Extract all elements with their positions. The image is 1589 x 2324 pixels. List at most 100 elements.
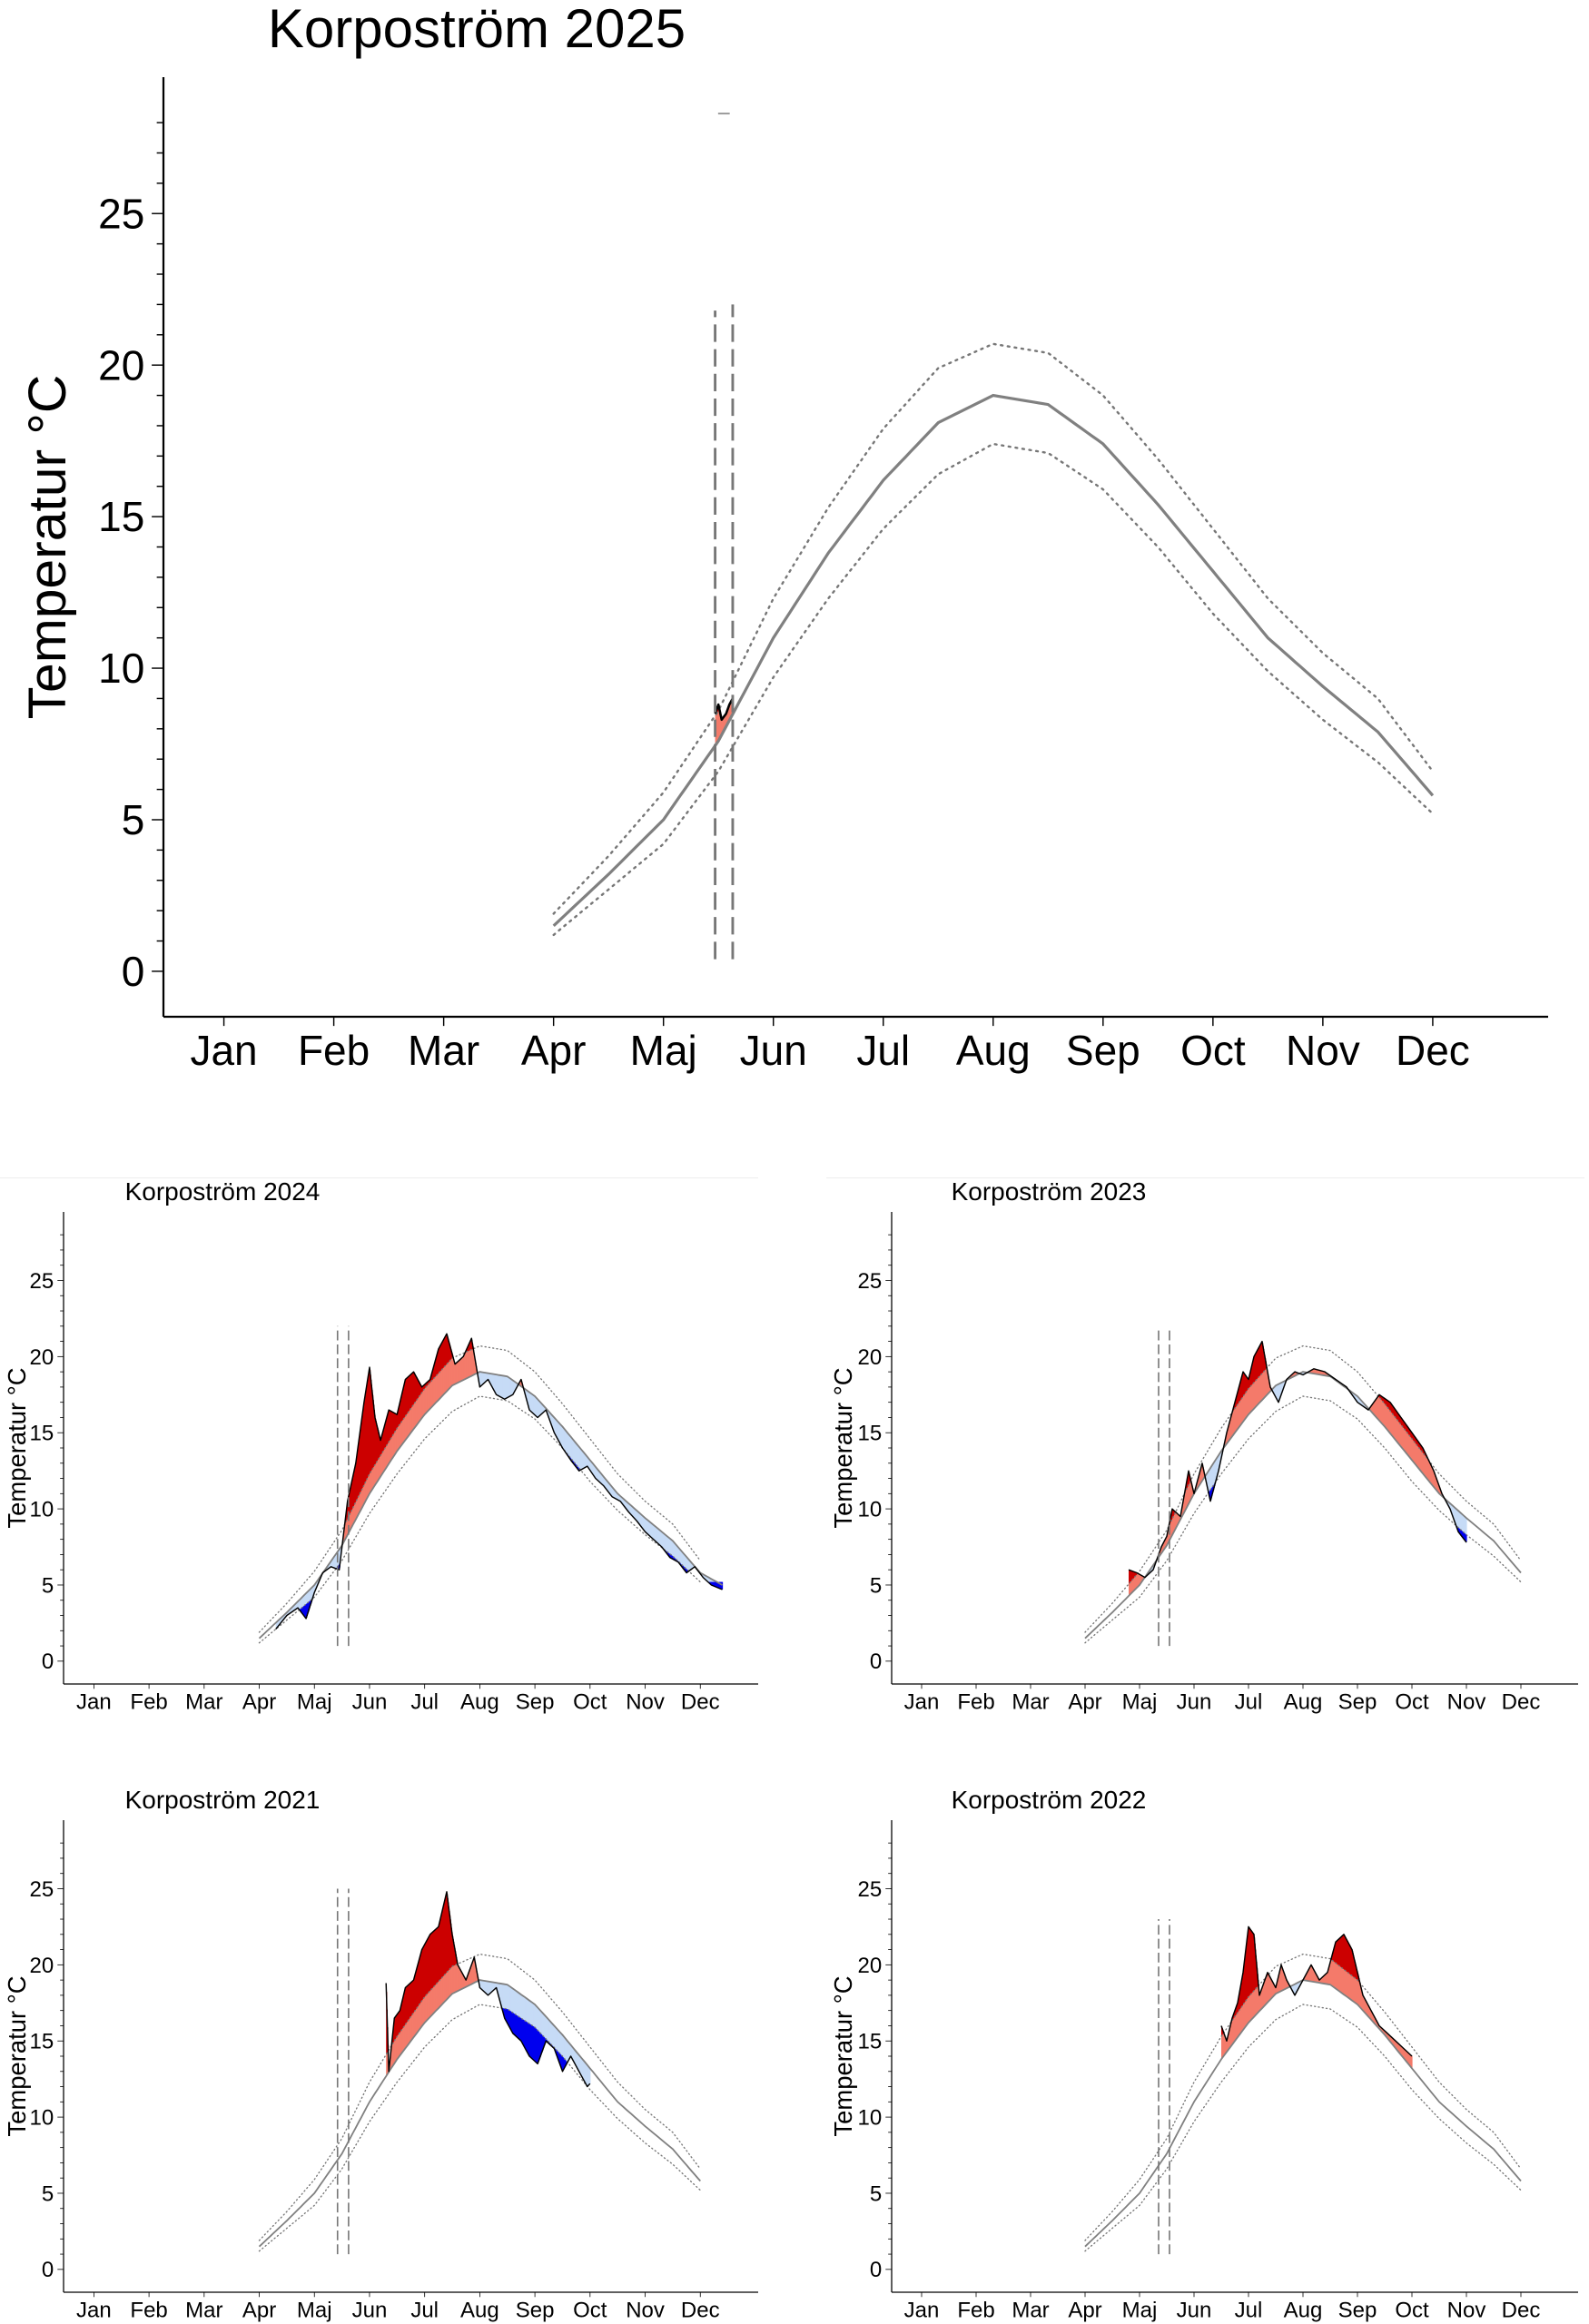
y-tick-label: 15	[29, 1422, 54, 1446]
climate-mean-line	[552, 393, 1435, 927]
lower-band-line	[258, 1395, 701, 1644]
y-tick-label: 10	[857, 1497, 882, 1521]
y-tick-label: 5	[870, 1573, 882, 1598]
y-tick-label: 10	[98, 645, 144, 692]
x-tick-label: Feb	[130, 2299, 167, 2323]
x-tick-label: Apr	[1068, 2299, 1101, 2323]
x-tick-label: Jul	[1235, 1690, 1263, 1715]
chart-title: Korpoström 2025	[268, 0, 686, 59]
x-tick-label: Sep	[1066, 1027, 1140, 1074]
anomaly-fills	[386, 1893, 591, 2087]
panel-divider-left	[0, 1177, 758, 1178]
x-tick-label: Mar	[408, 1027, 479, 1074]
x-tick-label: Maj	[297, 1690, 332, 1715]
x-tick-label: Nov	[626, 1690, 665, 1715]
x-tick-label: Jun	[352, 2299, 388, 2323]
anomaly-fills	[1129, 1342, 1467, 1596]
upper-band-line	[258, 1344, 701, 1633]
x-tick-label: Nov	[1447, 2299, 1486, 2323]
lower-band-line	[552, 442, 1435, 937]
chart-title: Korpoström 2022	[952, 1786, 1147, 1814]
y-tick-label: 10	[857, 2105, 882, 2130]
y-axis-label: Temperatur °C	[829, 1975, 857, 2136]
y-tick-label: 5	[42, 1573, 54, 1598]
x-tick-label: Jun	[740, 1027, 807, 1074]
x-tick-label: Feb	[130, 1690, 167, 1715]
climate-mean-line	[258, 1979, 701, 2248]
x-tick-label: Aug	[956, 1027, 1031, 1074]
x-tick-label: Oct	[1395, 1690, 1429, 1715]
y-tick-label: 5	[42, 2181, 54, 2206]
x-tick-label: Feb	[957, 2299, 994, 2323]
x-tick-label: Apr	[242, 2299, 276, 2323]
x-tick-label: Maj	[1122, 1690, 1158, 1715]
x-tick-label: Jan	[904, 2299, 940, 2323]
x-tick-label: Sep	[516, 2299, 555, 2323]
x-tick-label: Aug	[1284, 1690, 1323, 1715]
x-tick-label: Maj	[630, 1027, 697, 1074]
observed-temperature-line	[385, 1891, 591, 2088]
y-tick-label: 15	[857, 1422, 882, 1446]
x-tick-label: Oct	[1395, 2299, 1429, 2323]
x-tick-label: Dec	[1396, 1027, 1470, 1074]
y-tick-label: 5	[870, 2181, 882, 2206]
climate-mean-line	[1084, 1371, 1522, 1640]
x-tick-label: Jan	[76, 2299, 112, 2323]
x-tick-label: Nov	[1447, 1690, 1486, 1715]
y-tick-label: 25	[29, 1877, 54, 1902]
chart-title: Korpoström 2021	[125, 1786, 321, 1814]
y-tick-label: 20	[29, 1345, 54, 1370]
lower-band-line	[1084, 1395, 1522, 1644]
y-tick-label: 10	[29, 2105, 54, 2130]
climate-mean-line	[1084, 1979, 1522, 2248]
x-tick-label: Nov	[626, 2299, 665, 2323]
x-tick-label: Oct	[1180, 1027, 1246, 1074]
x-tick-label: Jul	[410, 1690, 439, 1715]
observed-temperature-line	[1220, 1925, 1413, 2057]
x-tick-label: Maj	[1122, 2299, 1158, 2323]
x-tick-label: Mar	[1012, 2299, 1049, 2323]
chart-2021: Korpoström 2021 Temperatur °C 0 5 10 15 20 25 Ja…	[3, 1786, 758, 2323]
upper-band-line	[552, 342, 1435, 915]
x-tick-label: Jul	[410, 2299, 439, 2323]
main-chart: Korpoström 2025 Temperatur °C 0 5 10 15 20 25 Ja…	[18, 0, 1548, 1074]
y-tick-label: 25	[857, 1877, 882, 1902]
x-tick-label: Dec	[681, 2299, 720, 2323]
y-tick-label: 20	[29, 1954, 54, 1978]
x-tick-label: Jul	[856, 1027, 910, 1074]
chart-2024: Korpoström 2024 Temperatur °C 0 5 10 15 20 25 Ja…	[3, 1177, 758, 1715]
x-tick-label: Mar	[185, 1690, 222, 1715]
y-axis-label: Temperatur °C	[3, 1367, 31, 1528]
y-tick-label: 5	[122, 796, 145, 843]
x-tick-label: Apr	[521, 1027, 587, 1074]
x-tick-label: Nov	[1286, 1027, 1360, 1074]
x-tick-label: Feb	[298, 1027, 370, 1074]
y-tick-label: 20	[857, 1954, 882, 1978]
lower-band-line	[258, 2004, 701, 2252]
y-tick-label: 0	[42, 2258, 54, 2282]
x-tick-label: Sep	[1338, 2299, 1377, 2323]
y-tick-label: 15	[857, 2030, 882, 2054]
x-tick-label: Maj	[297, 2299, 332, 2323]
x-tick-label: Mar	[1012, 1690, 1049, 1715]
x-tick-label: Jun	[352, 1690, 388, 1715]
y-tick-label: 20	[857, 1345, 882, 1370]
x-tick-label: Mar	[185, 2299, 222, 2323]
climate-mean-line	[258, 1371, 723, 1640]
chart-2023: Korpoström 2023 Temperatur °C 0 5 10 15 20 25 Ja…	[829, 1177, 1578, 1715]
y-tick-label: 0	[42, 1649, 54, 1674]
x-tick-label: Oct	[573, 2299, 607, 2323]
x-tick-label: Apr	[1068, 1690, 1101, 1715]
x-tick-label: Feb	[957, 1690, 994, 1715]
x-tick-label: Sep	[1338, 1690, 1377, 1715]
x-tick-label: Aug	[460, 2299, 499, 2323]
x-tick-label: Dec	[1502, 2299, 1541, 2323]
x-tick-label: Sep	[516, 1690, 555, 1715]
x-tick-label: Jan	[904, 1690, 940, 1715]
y-tick-label: 0	[870, 2258, 882, 2282]
x-tick-label: Aug	[460, 1690, 499, 1715]
y-axis-label: Temperatur °C	[3, 1975, 31, 2136]
x-tick-label: Jul	[1235, 2299, 1263, 2323]
y-tick-label: 25	[857, 1269, 882, 1294]
y-tick-label: 15	[98, 493, 144, 540]
